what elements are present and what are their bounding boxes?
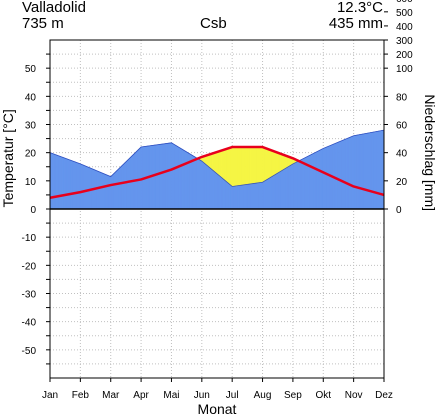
- month-tick-label: Okt: [315, 390, 331, 401]
- temperature-tick-label: -40: [22, 318, 37, 329]
- precipitation-tick-label: 100: [396, 64, 413, 75]
- precipitation-tick-label: 500: [396, 8, 413, 19]
- precipitation-tick-label: 300: [396, 36, 413, 47]
- precipitation-tick-label: 400: [396, 22, 413, 33]
- mean-annual-temperature: 12.3°C: [336, 0, 383, 16]
- month-tick-label: Aug: [254, 390, 272, 401]
- annual-precipitation: 435 mm: [328, 15, 383, 32]
- temperature-tick-label: -50: [22, 346, 37, 357]
- left-axis-title: Temperatur [°C]: [0, 109, 16, 207]
- station-altitude: 735 m: [22, 15, 64, 32]
- fill-layer: [49, 129, 385, 210]
- month-tick-label: Mai: [163, 390, 179, 401]
- precipitation-tick-label: 20: [396, 177, 408, 188]
- axis-layer: [46, 11, 388, 382]
- station-name: Valladolid: [22, 0, 86, 16]
- temperature-tick-label: -10: [22, 233, 37, 244]
- temperature-tick-label: 30: [25, 121, 37, 132]
- temperature-tick-label: 50: [25, 64, 37, 75]
- x-axis-title: Monat: [198, 401, 237, 417]
- month-tick-label: Jul: [226, 390, 239, 401]
- right-axis-title: Niederschlag [mm]: [422, 94, 438, 211]
- month-tick-label: Jan: [42, 390, 58, 401]
- temperature-line: [49, 145, 385, 199]
- precipitation-tick-label: 0: [396, 205, 402, 216]
- precipitation-tick-label: 80: [396, 92, 408, 103]
- precipitation-tick-label: 200: [396, 50, 413, 61]
- month-tick-label: Mar: [102, 390, 120, 401]
- month-tick-label: Apr: [133, 390, 149, 401]
- precipitation-tick-label: 40: [396, 149, 408, 160]
- month-tick-label: Sep: [284, 390, 302, 401]
- line-layer: [49, 129, 385, 210]
- month-tick-label: Feb: [72, 390, 90, 401]
- temperature-tick-label: 10: [25, 177, 37, 188]
- temperature-tick-label: -30: [22, 290, 37, 301]
- climate-classification: Csb: [200, 15, 227, 32]
- month-tick-label: Dez: [375, 390, 393, 401]
- temperature-tick-label: -20: [22, 261, 37, 272]
- month-tick-label: Jun: [194, 390, 210, 401]
- temperature-tick-label: 40: [25, 92, 37, 103]
- precipitation-tick-label: 60: [396, 121, 408, 132]
- month-tick-label: Nov: [345, 390, 363, 401]
- temperature-tick-label: 20: [25, 149, 37, 160]
- precipitation-line: [49, 129, 385, 187]
- temperature-tick-label: 0: [30, 205, 36, 216]
- precipitation-tick-label: 600: [396, 0, 413, 5]
